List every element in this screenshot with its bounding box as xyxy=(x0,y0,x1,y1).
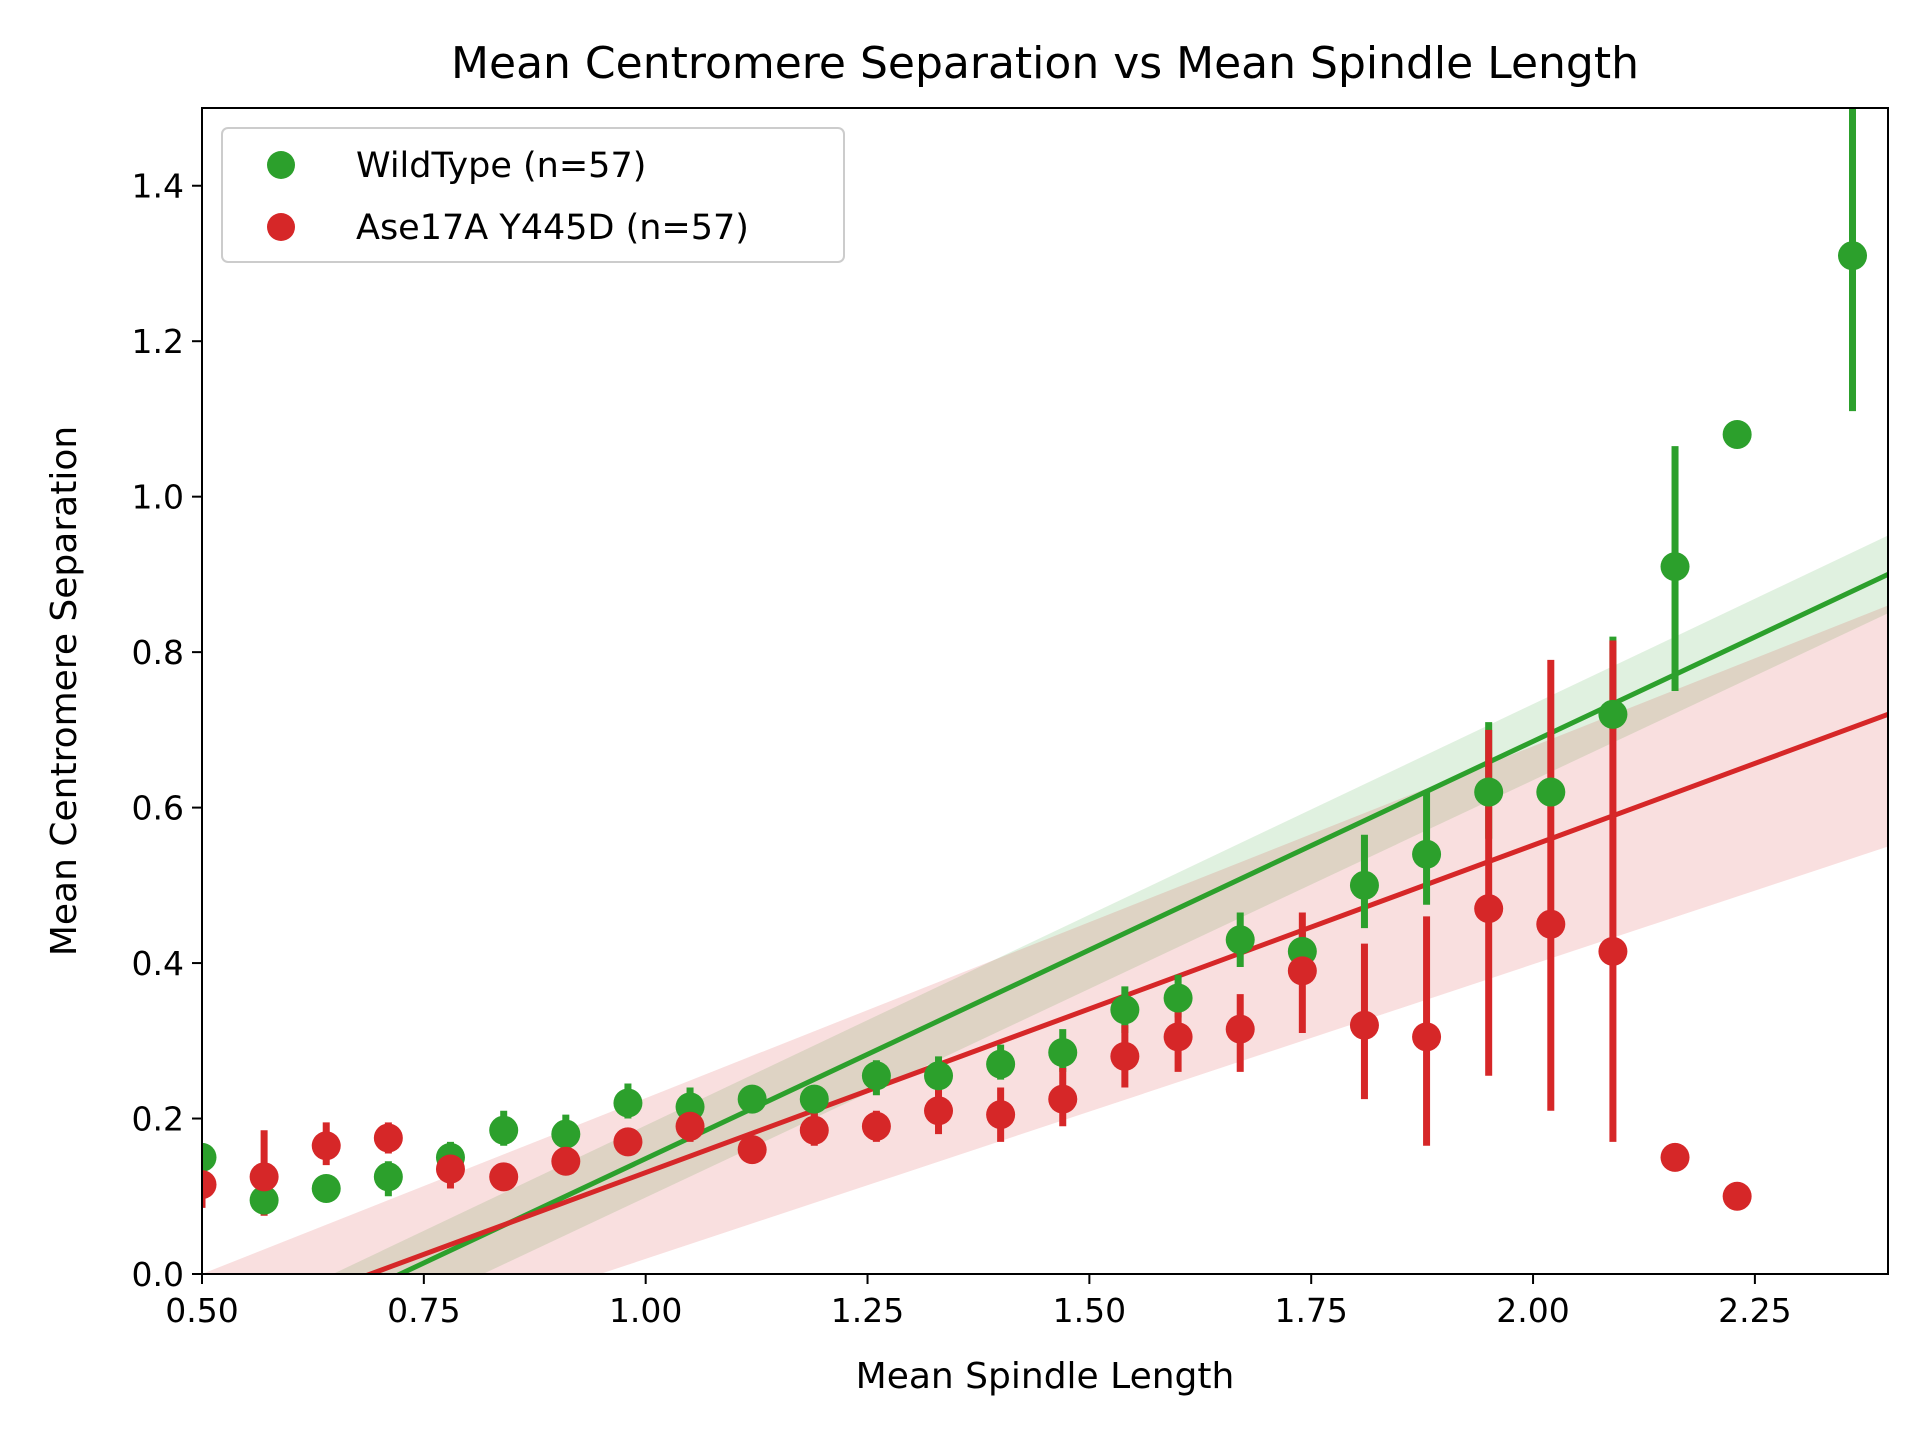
data-point xyxy=(1660,552,1690,582)
data-point xyxy=(435,1154,465,1184)
regression-line-1 xyxy=(363,711,1888,1274)
data-point xyxy=(861,1061,891,1091)
data-point xyxy=(1048,1084,1078,1114)
data-point xyxy=(613,1088,643,1118)
data-point xyxy=(1287,956,1317,986)
x-tick-label: 2.25 xyxy=(1718,1291,1791,1330)
legend-marker-mutant xyxy=(267,213,295,241)
data-point xyxy=(737,1084,767,1114)
data-points xyxy=(202,241,1868,1215)
data-point xyxy=(1048,1037,1078,1067)
data-point xyxy=(1536,909,1566,939)
y-tick-label: 0.4 xyxy=(132,944,184,983)
data-point xyxy=(1163,1022,1193,1052)
legend-marker-wildtype xyxy=(267,151,295,179)
y-tick-label: 0.0 xyxy=(132,1255,184,1294)
y-tick-label: 1.0 xyxy=(132,478,184,517)
data-point xyxy=(861,1111,891,1141)
data-point xyxy=(1598,936,1628,966)
data-point xyxy=(311,1131,341,1161)
data-point xyxy=(373,1162,403,1192)
data-point xyxy=(1349,1010,1379,1040)
y-axis: 0.0 0.2 0.4 0.6 0.8 1.0 1.2 1.4 xyxy=(132,167,202,1294)
x-tick-label: 1.00 xyxy=(609,1291,682,1330)
data-point xyxy=(311,1173,341,1203)
data-point xyxy=(1163,983,1193,1013)
data-point xyxy=(1225,1014,1255,1044)
data-point xyxy=(1349,870,1379,900)
x-axis-label: Mean Spindle Length xyxy=(856,1356,1235,1397)
data-point xyxy=(1598,699,1628,729)
data-point xyxy=(986,1049,1016,1079)
data-point xyxy=(1412,839,1442,869)
data-point xyxy=(551,1146,581,1176)
data-point xyxy=(249,1185,279,1215)
x-axis: 0.50 0.75 1.00 1.25 1.50 1.75 2.00 2.25 xyxy=(165,1274,1792,1330)
data-point xyxy=(924,1061,954,1091)
regression-lines xyxy=(363,572,1888,1274)
data-point xyxy=(489,1115,519,1145)
data-point xyxy=(1838,241,1868,271)
data-point xyxy=(924,1096,954,1126)
plot-frame xyxy=(201,107,1889,1275)
x-tick-label: 2.00 xyxy=(1496,1291,1569,1330)
data-point xyxy=(489,1162,519,1192)
data-point xyxy=(986,1100,1016,1130)
data-point xyxy=(799,1084,829,1114)
data-point xyxy=(1722,419,1752,449)
data-point xyxy=(373,1123,403,1153)
y-tick-label: 1.2 xyxy=(132,322,184,361)
y-tick-label: 0.6 xyxy=(132,789,184,828)
x-tick-label: 1.25 xyxy=(831,1291,904,1330)
data-point xyxy=(1474,777,1504,807)
data-point xyxy=(1110,1041,1140,1071)
data-point xyxy=(799,1115,829,1145)
y-tick-label: 1.4 xyxy=(132,167,184,206)
x-tick-label: 1.75 xyxy=(1274,1291,1347,1330)
data-point xyxy=(737,1135,767,1165)
data-point xyxy=(202,1142,217,1172)
legend: WildType (n=57) Ase17A Y445D (n=57) xyxy=(221,127,845,263)
data-point xyxy=(613,1127,643,1157)
y-axis-label: Mean Centromere Separation xyxy=(44,426,85,956)
data-point xyxy=(1412,1022,1442,1052)
data-point xyxy=(1536,777,1566,807)
data-point xyxy=(675,1111,705,1141)
data-point xyxy=(1660,1142,1690,1172)
data-point xyxy=(249,1162,279,1192)
x-tick-label: 0.50 xyxy=(165,1291,238,1330)
data-point xyxy=(1110,995,1140,1025)
legend-box xyxy=(221,127,845,263)
data-point xyxy=(202,1170,217,1200)
y-tick-label: 0.2 xyxy=(132,1100,184,1139)
regression-line-0 xyxy=(394,572,1888,1274)
data-point xyxy=(1474,894,1504,924)
legend-label-wildtype: WildType (n=57) xyxy=(356,146,646,186)
confidence-band-1 xyxy=(202,605,1888,1274)
confidence-band-0 xyxy=(332,535,1888,1274)
x-tick-label: 1.50 xyxy=(1053,1291,1126,1330)
data-point xyxy=(551,1119,581,1149)
chart-title: Mean Centromere Separation vs Mean Spind… xyxy=(451,38,1639,89)
legend-label-mutant: Ase17A Y445D (n=57) xyxy=(356,208,749,248)
data-point xyxy=(1225,925,1255,955)
data-point xyxy=(1722,1181,1752,1211)
y-tick-label: 0.8 xyxy=(132,633,184,672)
x-tick-label: 0.75 xyxy=(387,1291,460,1330)
